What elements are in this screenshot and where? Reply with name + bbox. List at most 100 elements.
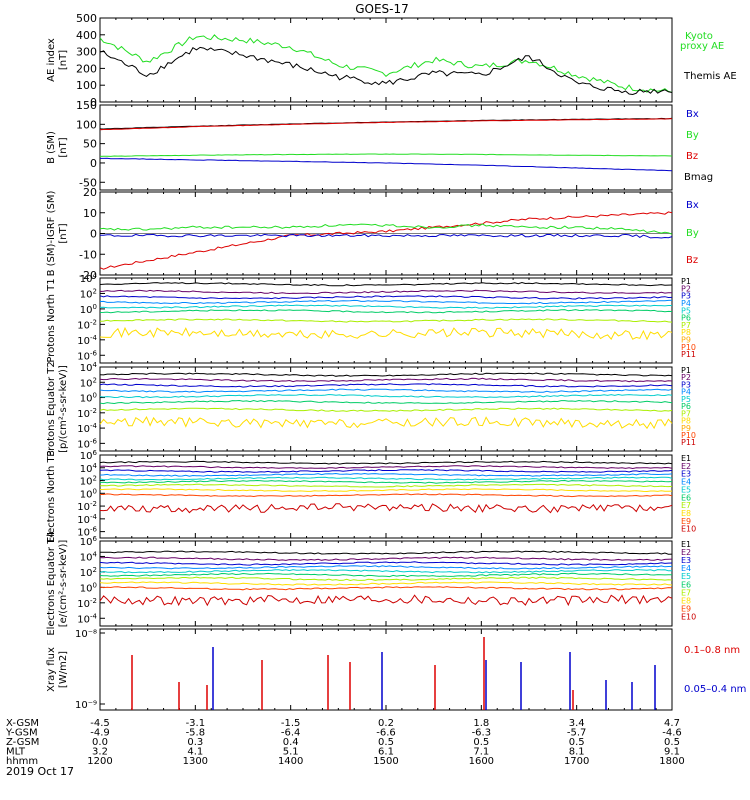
panel-5: Protons Equator T2 [p/(cm²-s-sr-keV)] 10-6… — [46, 361, 696, 457]
y-tick-label: 0 — [90, 228, 97, 241]
ephemeris-value: 4.1 — [187, 747, 203, 758]
figure-title: GOES-17 — [355, 2, 409, 16]
legend-entry: P8 — [681, 328, 691, 337]
flux-channel-5 — [99, 393, 673, 399]
y-tick-label: 50 — [83, 138, 97, 151]
legend-entry: Kyoto — [685, 31, 713, 42]
ephemeris-value: 0.0 — [92, 737, 108, 748]
y-tick-label: 100 — [76, 79, 97, 92]
flux-channel-4 — [99, 472, 673, 477]
y-axis-unit: [nT] — [58, 223, 69, 243]
legend-entry: P8 — [681, 417, 691, 426]
legend-entry: By — [686, 130, 699, 141]
legend-entry: E3 — [681, 556, 691, 565]
y-tick-label: 10-2 — [77, 597, 97, 610]
legend-entry: Bz — [686, 151, 698, 162]
legend-entry: P6 — [681, 314, 691, 323]
ephemeris-value: 6.1 — [378, 747, 394, 758]
y-tick-label: -20 — [79, 269, 97, 282]
y-tick-label: 102 — [80, 475, 97, 488]
flux-channel-3 — [99, 295, 673, 300]
ephemeris-value: -6.4 — [281, 728, 301, 739]
ephemeris-value: 8.1 — [569, 747, 585, 758]
legend-entry: P9 — [681, 336, 691, 345]
legend-entry: P3 — [681, 292, 691, 301]
ephemeris-value: 0.3 — [187, 737, 203, 748]
y-tick-label: 0 — [90, 96, 97, 109]
y-axis-label: Electrons Equator T4 — [46, 531, 57, 635]
y-tick-label: 102 — [80, 566, 97, 579]
flux-channel-6 — [99, 479, 673, 484]
flux-channel-5 — [99, 568, 672, 574]
flux-channel-8 — [99, 326, 673, 341]
y-axis-label: Protons Equator T2 — [46, 361, 57, 457]
flux-channel-7 — [99, 483, 673, 488]
ephemeris-value: 0.5 — [378, 737, 394, 748]
legend-entry: E4 — [681, 478, 691, 487]
ephemeris-value: 3.4 — [569, 718, 585, 729]
panel-3: B (SM)-IGRF (SM) [nT] -20 -10 0 10 20 Bx By Bz — [46, 186, 699, 282]
y-tick-label: 102 — [80, 287, 97, 300]
legend-entry: P3 — [681, 380, 691, 389]
y-tick-label: 104 — [80, 361, 98, 374]
legend-entry: P4 — [681, 388, 691, 397]
legend-entry: E8 — [681, 509, 691, 518]
legend-entry: E7 — [681, 501, 691, 510]
legend-entry: P11 — [681, 438, 696, 447]
flux-channel-1 — [99, 372, 673, 377]
legend-entry: P1 — [681, 366, 691, 375]
ephemeris-value: 0.5 — [473, 737, 489, 748]
flux-channel-6 — [99, 399, 673, 405]
y-tick-label: 10-2 — [77, 318, 97, 331]
y-tick-label: 10 — [83, 207, 97, 220]
y-tick-label: 10-2 — [77, 500, 97, 513]
flux-channel-2 — [99, 556, 673, 561]
y-tick-label: 100 — [80, 392, 97, 405]
ephemeris-value: 0.4 — [283, 737, 299, 748]
legend-entry: 0.1–0.8 nm — [684, 645, 740, 656]
ephemeris-value: 1400 — [278, 756, 303, 767]
ephemeris-value: -5.8 — [186, 728, 206, 739]
y-tick-label: 200 — [76, 62, 97, 75]
y-tick-label: 10-4 — [77, 422, 97, 435]
ephemeris-value: 5.1 — [283, 747, 299, 758]
flux-channel-6 — [99, 309, 673, 314]
ephemeris-value: 4.7 — [664, 718, 680, 729]
ephemeris-value: 1300 — [183, 756, 208, 767]
ephemeris-value: 7.1 — [473, 747, 489, 758]
legend-entry: P5 — [681, 395, 691, 404]
legend-entry: By — [686, 228, 699, 239]
legend-entry: 0.05–0.4 nm — [684, 684, 746, 695]
legend-entry: E7 — [681, 588, 691, 597]
y-tick-label: 104 — [80, 550, 98, 563]
y-tick-label: 10-4 — [77, 334, 97, 347]
series-bx — [99, 233, 673, 239]
y-tick-label: 10⁻⁹ — [75, 700, 97, 711]
flux-channel-8 — [99, 416, 673, 430]
legend-entry: E3 — [681, 470, 691, 479]
ephemeris-value: 0.5 — [569, 737, 585, 748]
flux-channel-4 — [99, 299, 673, 305]
ephemeris-value: 0.5 — [664, 737, 680, 748]
panel-8: Xray flux [W/m2] 10⁻⁸ 10⁻⁹ 0.1–0.8 nm 0.05–0.… — [46, 628, 746, 711]
ephemeris-row-label: Z-GSM — [6, 737, 39, 748]
legend-entry: E2 — [681, 548, 691, 557]
y-axis-unit: [nT] — [58, 50, 69, 70]
legend-entry: P11 — [681, 350, 696, 359]
series-themis-ae — [99, 46, 673, 96]
legend-entry: E5 — [681, 485, 691, 494]
y-tick-label: 300 — [76, 46, 97, 59]
flux-channel-8 — [99, 488, 673, 493]
ephemeris-value: 1.8 — [473, 718, 489, 729]
legend-entry: P4 — [681, 299, 691, 308]
y-axis-unit: [W/m2] — [58, 651, 69, 688]
ephemeris-value: -4.9 — [90, 728, 110, 739]
y-tick-label: 100 — [80, 487, 97, 500]
flux-channel-1 — [99, 550, 673, 555]
panel-frame — [99, 628, 673, 711]
series-bz — [99, 118, 672, 131]
y-tick-label: 104 — [80, 272, 98, 285]
